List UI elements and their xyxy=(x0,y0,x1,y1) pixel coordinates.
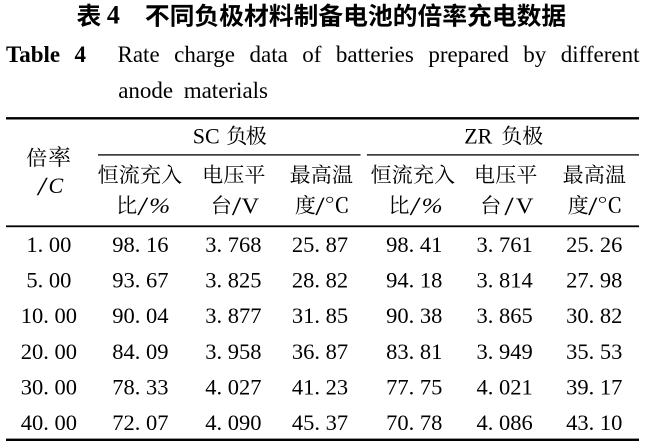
svg-text:4: 4 xyxy=(75,42,87,67)
svg-text:3. 877: 3. 877 xyxy=(205,303,261,328)
svg-text:of: of xyxy=(302,42,322,67)
svg-text:4. 086: 4. 086 xyxy=(476,410,532,435)
svg-text:4. 021: 4. 021 xyxy=(476,374,532,399)
svg-text:materials: materials xyxy=(184,78,268,103)
svg-text:4: 4 xyxy=(107,0,120,29)
svg-text:3. 865: 3. 865 xyxy=(476,303,532,328)
svg-text:30. 82: 30. 82 xyxy=(566,303,622,328)
svg-text:83. 81: 83. 81 xyxy=(386,339,442,364)
svg-text:40. 00: 40. 00 xyxy=(21,410,77,435)
svg-text:98. 41: 98. 41 xyxy=(386,232,442,257)
svg-text:98. 16: 98. 16 xyxy=(112,232,168,257)
svg-text:3. 958: 3. 958 xyxy=(205,339,261,364)
svg-text:ZR: ZR xyxy=(464,123,492,148)
svg-text:by: by xyxy=(523,42,547,67)
svg-text:prepared: prepared xyxy=(428,42,509,67)
svg-text:1. 00: 1. 00 xyxy=(26,232,71,257)
svg-text:4. 090: 4. 090 xyxy=(205,410,261,435)
svg-text:31. 85: 31. 85 xyxy=(292,303,348,328)
svg-text:70. 78: 70. 78 xyxy=(386,410,442,435)
svg-text:%: % xyxy=(422,193,443,218)
svg-text:28. 82: 28. 82 xyxy=(292,267,348,292)
svg-text:C: C xyxy=(49,173,64,198)
svg-text:39. 17: 39. 17 xyxy=(566,374,622,399)
svg-text:25. 26: 25. 26 xyxy=(566,232,622,257)
svg-text:77. 75: 77. 75 xyxy=(386,374,442,399)
svg-text:anode: anode xyxy=(118,78,173,103)
svg-text:84. 09: 84. 09 xyxy=(112,339,168,364)
svg-text:93. 67: 93. 67 xyxy=(112,267,168,292)
svg-text:30. 00: 30. 00 xyxy=(21,374,77,399)
svg-text:3. 768: 3. 768 xyxy=(205,232,261,257)
svg-text:20. 00: 20. 00 xyxy=(21,339,77,364)
svg-text:3. 825: 3. 825 xyxy=(205,267,261,292)
svg-text:V: V xyxy=(516,193,534,218)
svg-text:35. 53: 35. 53 xyxy=(566,339,622,364)
svg-text:3. 814: 3. 814 xyxy=(476,267,532,292)
svg-text:72. 07: 72. 07 xyxy=(112,410,168,435)
svg-text:41. 23: 41. 23 xyxy=(292,374,348,399)
svg-text:different: different xyxy=(561,42,640,67)
svg-text:36. 87: 36. 87 xyxy=(292,339,348,364)
svg-text:%: % xyxy=(149,193,170,218)
svg-text:batteries: batteries xyxy=(336,42,414,67)
svg-text:V: V xyxy=(242,193,260,218)
svg-text:SC: SC xyxy=(193,123,220,148)
svg-text:90. 38: 90. 38 xyxy=(386,303,442,328)
svg-text:43. 10: 43. 10 xyxy=(566,410,622,435)
svg-text:3. 949: 3. 949 xyxy=(476,339,532,364)
svg-text:25. 87: 25. 87 xyxy=(292,232,348,257)
svg-text:27. 98: 27. 98 xyxy=(566,267,622,292)
svg-text:Table: Table xyxy=(6,42,60,67)
svg-text:10. 00: 10. 00 xyxy=(21,303,77,328)
svg-text:45. 37: 45. 37 xyxy=(292,410,348,435)
svg-text:78. 33: 78. 33 xyxy=(112,374,168,399)
svg-text:4. 027: 4. 027 xyxy=(205,374,261,399)
svg-text:94. 18: 94. 18 xyxy=(386,267,442,292)
svg-text:5. 00: 5. 00 xyxy=(26,267,71,292)
svg-text:Rate: Rate xyxy=(118,42,160,67)
svg-text:data: data xyxy=(250,42,288,67)
svg-text:90. 04: 90. 04 xyxy=(112,303,168,328)
svg-text:3. 761: 3. 761 xyxy=(476,232,532,257)
svg-text:charge: charge xyxy=(174,42,235,67)
